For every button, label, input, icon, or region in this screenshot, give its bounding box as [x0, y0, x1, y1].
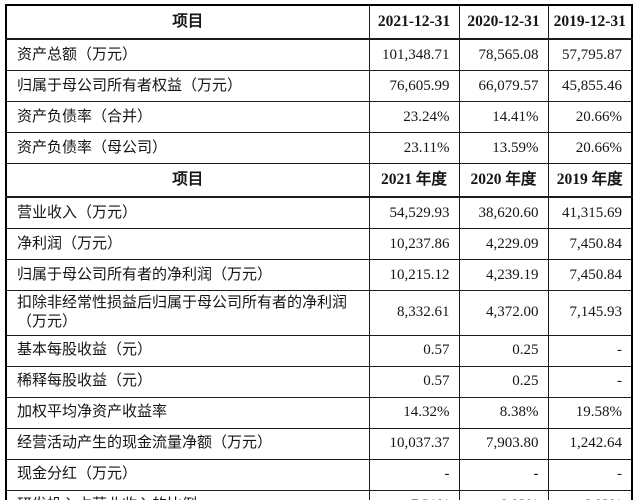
row-label: 归属于母公司所有者权益（万元） — [5, 70, 370, 102]
row-label: 经营活动产生的现金流量净额（万元） — [5, 427, 370, 460]
table-row-parent-net-profit: 归属于母公司所有者的净利润（万元） 10,215.12 4,239.19 7,4… — [5, 259, 633, 291]
row-label: 营业收入（万元） — [5, 196, 370, 229]
cell-value: 7,450.84 — [547, 259, 633, 291]
section2-col-header-2021: 2021 年度 — [368, 163, 460, 198]
table-row-revenue: 营业收入（万元） 54,529.93 38,620.60 41,315.69 — [5, 196, 633, 229]
cell-value: 38,620.60 — [458, 196, 549, 229]
cell-value: 54,529.93 — [368, 196, 460, 229]
cell-value: 1,242.64 — [547, 427, 633, 460]
cell-value: - — [547, 334, 633, 367]
row-label: 扣除非经常性损益后归属于母公司所有者的净利润（万元） — [5, 290, 370, 336]
cell-value: 0.25 — [458, 334, 549, 367]
cell-value: 57,795.87 — [547, 38, 633, 71]
row-label: 资产负债率（合并） — [5, 101, 370, 133]
table-row-debt-ratio-consolidated: 资产负债率（合并） 23.24% 14.41% 20.66% — [5, 101, 633, 133]
table-row-basic-eps: 基本每股收益（元） 0.57 0.25 - — [5, 334, 633, 367]
cell-value: 20.66% — [547, 132, 633, 164]
cell-value: 10,037.37 — [368, 427, 460, 460]
section1-item-header: 项目 — [5, 4, 370, 40]
table-row-cash-dividend: 现金分红（万元） - - - — [5, 458, 633, 491]
table-row-parent-equity: 归属于母公司所有者权益（万元） 76,605.99 66,079.57 45,8… — [5, 70, 633, 102]
cell-value: 7,450.84 — [547, 228, 633, 260]
cell-value: - — [547, 458, 633, 491]
financial-summary-table: 项目 2021-12-31 2020-12-31 2019-12-31 资产总额… — [5, 4, 633, 500]
cell-value: 0.25 — [458, 365, 549, 398]
table-row-net-profit: 净利润（万元） 10,237.86 4,229.09 7,450.84 — [5, 228, 633, 260]
table-row-rd-ratio: 研发投入占营业收入的比例 7.31% 6.82% 6.02% — [5, 489, 633, 500]
row-label: 研发投入占营业收入的比例 — [5, 489, 370, 500]
row-label: 资产负债率（母公司） — [5, 132, 370, 164]
cell-value: 20.66% — [547, 101, 633, 133]
cell-value: 7.31% — [368, 489, 460, 500]
cell-value: 41,315.69 — [547, 196, 633, 229]
section2-item-header: 项目 — [5, 163, 370, 198]
cell-value: - — [458, 458, 549, 491]
row-label: 基本每股收益（元） — [5, 334, 370, 367]
cell-value: 66,079.57 — [458, 70, 549, 102]
section2-header-row: 项目 2021 年度 2020 年度 2019 年度 — [5, 163, 633, 198]
table-row-operating-cash-flow: 经营活动产生的现金流量净额（万元） 10,037.37 7,903.80 1,2… — [5, 427, 633, 460]
cell-value: 78,565.08 — [458, 38, 549, 71]
cell-value: 23.24% — [368, 101, 460, 133]
cell-value: 0.57 — [368, 334, 460, 367]
cell-value: 0.57 — [368, 365, 460, 398]
cell-value: 10,215.12 — [368, 259, 460, 291]
section1-col-header-2019: 2019-12-31 — [547, 4, 633, 40]
cell-value: 10,237.86 — [368, 228, 460, 260]
row-label: 加权平均净资产收益率 — [5, 396, 370, 429]
cell-value: - — [547, 365, 633, 398]
table-row-weighted-avg-roe: 加权平均净资产收益率 14.32% 8.38% 19.58% — [5, 396, 633, 429]
row-label: 归属于母公司所有者的净利润（万元） — [5, 259, 370, 291]
cell-value: 6.02% — [547, 489, 633, 500]
row-label: 稀释每股收益（元） — [5, 365, 370, 398]
section1-col-header-2021: 2021-12-31 — [368, 4, 460, 40]
table-row-deducted-net-profit: 扣除非经常性损益后归属于母公司所有者的净利润（万元） 8,332.61 4,37… — [5, 290, 633, 336]
cell-value: 13.59% — [458, 132, 549, 164]
table-row-diluted-eps: 稀释每股收益（元） 0.57 0.25 - — [5, 365, 633, 398]
cell-value: 4,372.00 — [458, 290, 549, 336]
cell-value: 14.32% — [368, 396, 460, 429]
cell-value: 19.58% — [547, 396, 633, 429]
table-row-debt-ratio-parent: 资产负债率（母公司） 23.11% 13.59% 20.66% — [5, 132, 633, 164]
cell-value: 6.82% — [458, 489, 549, 500]
cell-value: 4,229.09 — [458, 228, 549, 260]
section1-col-header-2020: 2020-12-31 — [458, 4, 549, 40]
row-label: 资产总额（万元） — [5, 38, 370, 71]
cell-value: 14.41% — [458, 101, 549, 133]
cell-value: 45,855.46 — [547, 70, 633, 102]
section2-col-header-2019: 2019 年度 — [547, 163, 633, 198]
table-row-total-assets: 资产总额（万元） 101,348.71 78,565.08 57,795.87 — [5, 38, 633, 71]
cell-value: 4,239.19 — [458, 259, 549, 291]
cell-value: 76,605.99 — [368, 70, 460, 102]
cell-value: 7,903.80 — [458, 427, 549, 460]
row-label: 净利润（万元） — [5, 228, 370, 260]
cell-value: - — [368, 458, 460, 491]
section2-col-header-2020: 2020 年度 — [458, 163, 549, 198]
cell-value: 8,332.61 — [368, 290, 460, 336]
section1-header-row: 项目 2021-12-31 2020-12-31 2019-12-31 — [5, 4, 633, 40]
cell-value: 8.38% — [458, 396, 549, 429]
cell-value: 101,348.71 — [368, 38, 460, 71]
row-label: 现金分红（万元） — [5, 458, 370, 491]
cell-value: 7,145.93 — [547, 290, 633, 336]
cell-value: 23.11% — [368, 132, 460, 164]
